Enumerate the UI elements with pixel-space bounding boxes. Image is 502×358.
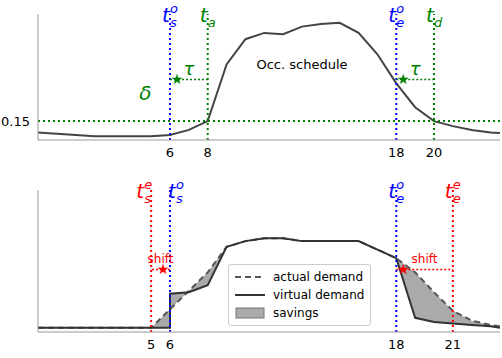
svg-text:0.15: 0.15 bbox=[8, 114, 30, 129]
svg-text:21: 21 bbox=[445, 337, 462, 352]
html-text:virtual demand: virtual demand bbox=[273, 288, 365, 302]
svg-text:e: e bbox=[144, 178, 152, 192]
svg-text:e: e bbox=[453, 178, 461, 192]
svg-text:t: t bbox=[162, 3, 170, 27]
svg-text:t: t bbox=[199, 3, 208, 27]
svg-text:t: t bbox=[388, 3, 397, 27]
svg-text:t: t bbox=[168, 179, 176, 203]
svg-text:shift: shift bbox=[148, 252, 174, 266]
svg-text:shift: shift bbox=[412, 252, 438, 266]
svg-text:6: 6 bbox=[166, 145, 174, 160]
svg-text:a: a bbox=[208, 15, 216, 30]
svg-text:18: 18 bbox=[388, 145, 405, 160]
svg-text:e: e bbox=[453, 191, 461, 206]
html-text:savings: savings bbox=[273, 306, 319, 320]
svg-text:δ: δ bbox=[139, 81, 151, 105]
svg-text:e: e bbox=[396, 191, 404, 206]
svg-text:Occ. schedule: Occ. schedule bbox=[256, 57, 347, 72]
svg-text:o: o bbox=[396, 178, 404, 192]
svg-text:s: s bbox=[176, 191, 183, 206]
svg-text:t: t bbox=[426, 3, 434, 27]
svg-text:6: 6 bbox=[166, 337, 174, 352]
svg-text:o: o bbox=[396, 1, 404, 16]
svg-text:τ: τ bbox=[410, 58, 421, 79]
svg-text:o: o bbox=[170, 1, 178, 16]
svg-text:t: t bbox=[444, 179, 453, 203]
svg-text:e: e bbox=[396, 15, 404, 30]
html-text:actual demand: actual demand bbox=[273, 270, 363, 284]
svg-text:5: 5 bbox=[147, 337, 155, 352]
svg-text:d: d bbox=[434, 15, 443, 30]
svg-text:18: 18 bbox=[388, 337, 405, 352]
svg-text:o: o bbox=[176, 178, 184, 192]
svg-text:20: 20 bbox=[426, 145, 443, 160]
svg-text:t: t bbox=[136, 179, 144, 203]
svg-text:τ: τ bbox=[183, 58, 194, 79]
svg-text:8: 8 bbox=[204, 145, 212, 160]
svg-text:s: s bbox=[144, 191, 151, 206]
svg-text:s: s bbox=[170, 15, 177, 30]
svg-text:t: t bbox=[388, 179, 397, 203]
